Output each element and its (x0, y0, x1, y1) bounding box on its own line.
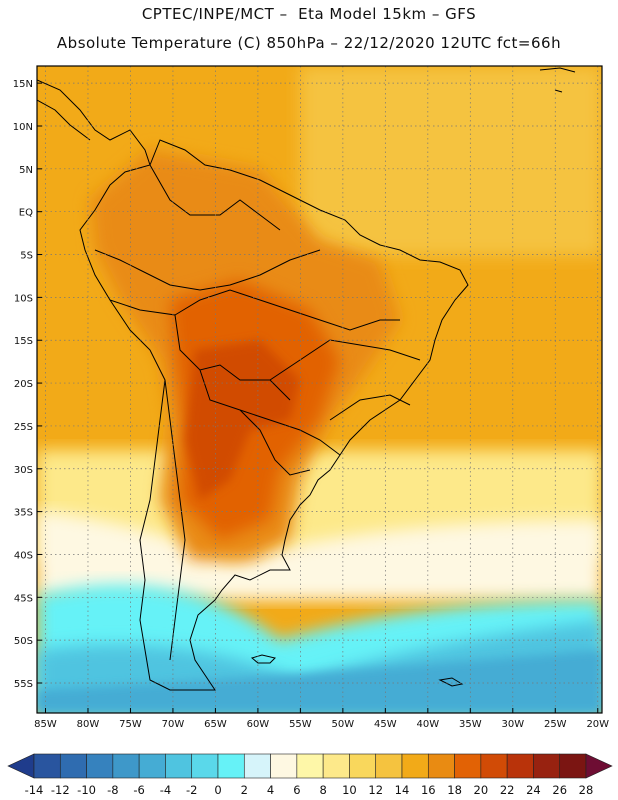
lon-label: 85W (34, 719, 57, 730)
lon-label: 40W (417, 719, 440, 730)
lat-label: 35S (14, 508, 33, 519)
legend-label: 6 (293, 783, 300, 797)
legend-label: 28 (579, 783, 594, 797)
map-subtitle: Absolute Temperature (C) 850hPa – 22/12/… (56, 34, 562, 52)
legend-label: 20 (474, 783, 489, 797)
legend-label: -12 (51, 783, 70, 797)
legend-swatch (86, 753, 114, 779)
lat-label: 20S (14, 379, 33, 390)
legend-swatch (533, 753, 561, 779)
legend-swatch (33, 753, 61, 779)
lat-label: 5S (20, 251, 33, 262)
legend-swatch (506, 753, 534, 779)
lat-label: 15S (14, 336, 33, 347)
legend-label: 18 (447, 783, 462, 797)
lat-label: 40S (14, 550, 33, 561)
legend-swatch (559, 753, 587, 779)
legend-label: 24 (526, 783, 541, 797)
legend-swatch (217, 753, 245, 779)
legend-label: 16 (421, 783, 436, 797)
lon-label: 65W (204, 719, 227, 730)
lon-label: 60W (247, 719, 270, 730)
legend-label: -6 (133, 783, 144, 797)
lat-label: 25S (14, 422, 33, 433)
coastlines (37, 67, 576, 691)
lat-label: 15N (13, 79, 33, 90)
lon-label: 50W (332, 719, 355, 730)
legend-swatch (138, 753, 166, 779)
legend-swatch (243, 753, 271, 779)
lat-label: 55S (14, 679, 33, 690)
lat-label: 10N (13, 122, 33, 133)
lon-label: 45W (374, 719, 397, 730)
map-frame (36, 65, 603, 714)
lon-label: 70W (162, 719, 185, 730)
legend-label: 12 (368, 783, 383, 797)
lat-label: 30S (14, 465, 33, 476)
legend-swatch (296, 753, 324, 779)
lon-label: 55W (289, 719, 312, 730)
legend-arrow-high (585, 753, 613, 779)
lon-label: 25W (544, 719, 567, 730)
legend-swatch (270, 753, 298, 779)
legend-label: 26 (552, 783, 567, 797)
legend-label: 8 (319, 783, 326, 797)
legend-swatch (191, 753, 219, 779)
legend-label: -8 (107, 783, 118, 797)
color-legend: -14 -12 -10 -8 -6 -4 -2 0 2 4 6 8 10 12 14 16 18 20 22 24 26… (7, 753, 613, 797)
latitude-axis: 15N 10N 5N EQ 5S 10S 15S 20S 25S 30S 35S 40S 45S 50S 5… (13, 79, 42, 690)
legend-swatch (401, 753, 429, 779)
temperature-field (37, 66, 602, 713)
lat-label: 50S (14, 636, 33, 647)
longitude-axis: 85W 80W 75W 70W 65W 60W 55W 50W 45W 40W 35W 30W 25W 2… (34, 708, 609, 730)
legend-label: 14 (395, 783, 410, 797)
lat-label: 10S (14, 293, 33, 304)
legend-swatch (165, 753, 193, 779)
legend-label: -10 (77, 783, 96, 797)
legend-label: 10 (342, 783, 357, 797)
legend-swatch (322, 753, 350, 779)
map-title: CPTEC/INPE/MCT – Eta Model 15km – GFS (141, 5, 477, 23)
lat-label: 5N (19, 165, 33, 176)
legend-arrow-low (7, 753, 35, 779)
legend-swatch (427, 753, 455, 779)
legend-swatch (454, 753, 482, 779)
lon-label: 75W (119, 719, 142, 730)
legend-swatch (112, 753, 140, 779)
legend-label: 0 (214, 783, 221, 797)
legend-label: -14 (25, 783, 44, 797)
legend-label: 22 (500, 783, 515, 797)
lat-label: 45S (14, 593, 33, 604)
legend-label: 2 (241, 783, 248, 797)
lon-label: 20W (586, 719, 609, 730)
legend-swatch (349, 753, 377, 779)
lon-label: 35W (459, 719, 482, 730)
legend-swatch (59, 753, 87, 779)
legend-swatch (375, 753, 403, 779)
lat-label: EQ (19, 208, 33, 219)
lon-label: 30W (501, 719, 524, 730)
legend-label: -4 (160, 783, 171, 797)
lon-label: 80W (77, 719, 100, 730)
legend-label: 4 (267, 783, 274, 797)
legend-swatch (480, 753, 508, 779)
legend-label: -2 (186, 783, 197, 797)
